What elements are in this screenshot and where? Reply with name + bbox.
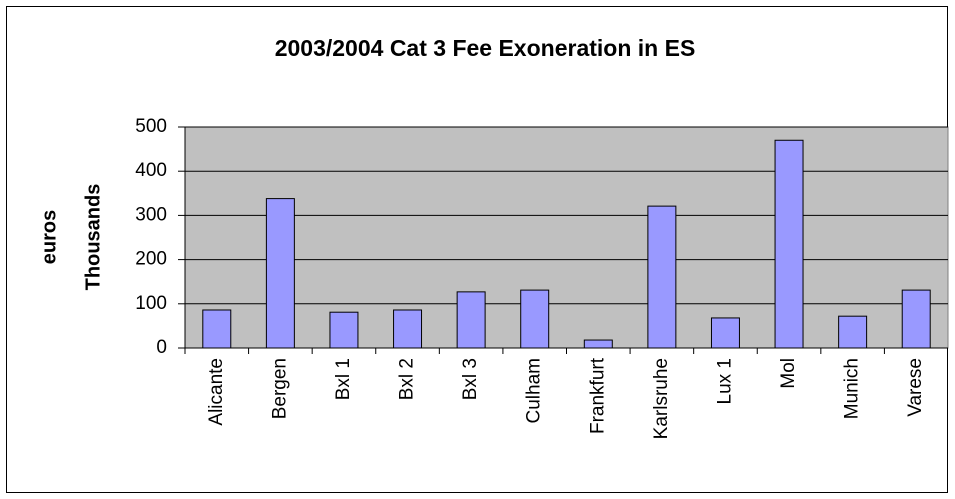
bar [202,309,232,349]
x-tick-label: Bergen [269,358,290,419]
bar [520,289,550,349]
y-tick-label: 500 [135,116,167,137]
plot-area [184,126,949,349]
bar [838,315,868,349]
x-tick-label: Karlsruhe [651,358,672,439]
x-tick-label: Bxl 2 [397,358,418,400]
x-tick-label: Varese [905,358,926,417]
y-axis-title: euros [38,210,60,264]
bar [329,311,359,349]
x-tick-label: Munich [842,358,863,419]
y-tick-label: 300 [135,204,167,225]
x-tick-label: Alicante [206,358,227,426]
y-axis-unit: Thousands [82,184,104,291]
bar [456,291,486,349]
bar [583,339,613,349]
bar [265,198,295,349]
y-tick-label: 400 [135,160,167,181]
bar [774,139,804,349]
bar [901,289,931,349]
x-tick-label: Bxl 1 [333,358,354,400]
y-tick-label: 0 [156,337,167,358]
x-tick-label: Lux 1 [714,358,735,404]
bar [647,205,677,349]
x-tick-label: Frankfurt [587,357,608,434]
chart-title: 2003/2004 Cat 3 Fee Exoneration in ES [275,35,696,61]
x-tick-label: Culham [524,358,545,423]
x-tick-label: Mol [778,358,799,389]
bar [393,309,423,349]
y-tick-label: 200 [135,249,167,270]
x-tick-label: Bxl 3 [460,358,481,400]
y-tick-label: 100 [135,293,167,314]
bar [710,317,740,349]
